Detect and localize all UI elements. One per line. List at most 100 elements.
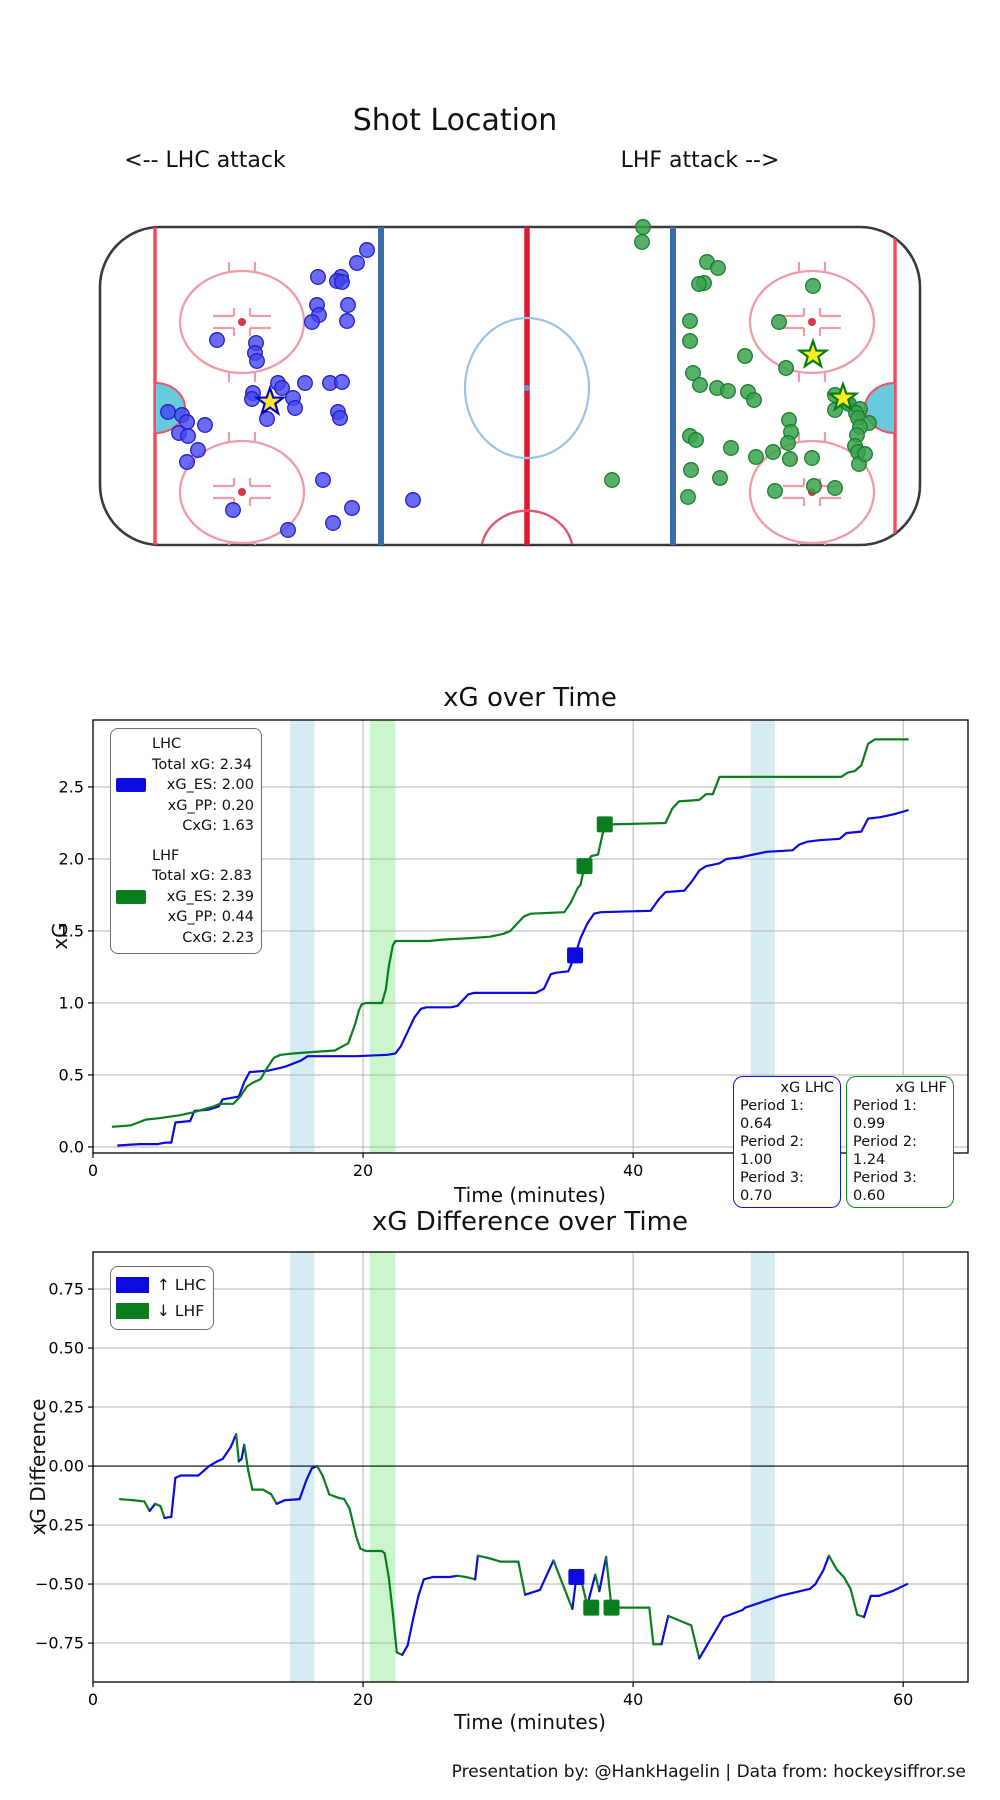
legend-row: ↑ LHC [116, 1272, 206, 1298]
powerplay-band [369, 1252, 396, 1682]
legend-line: xG_ES: 2.00 [166, 777, 254, 794]
period-box-title: xG LHF [895, 1080, 947, 1096]
legend-color-swatch [116, 778, 146, 793]
lhc-goal-star [253, 384, 287, 417]
legend-row: LHC [116, 734, 254, 755]
period-value: Period 3: 0.60 [853, 1170, 917, 1204]
legend-color-swatch [116, 1303, 149, 1319]
diff-chart-legend: ↑ LHC ↓ LHF [110, 1266, 214, 1330]
y-tick-label: 0.0 [59, 1137, 84, 1156]
y-tick-label: 1.5 [59, 921, 84, 940]
lhf-goal-star [796, 337, 830, 370]
lhc-attack-label: <-- LHC attack [124, 148, 286, 173]
y-tick-label: 2.0 [59, 849, 84, 868]
xg-chart-legend: LHC Total xG: 2.34 xG_ES: 2.00 xG_PP: 0.20 C… [110, 728, 262, 954]
y-tick-label: 0.25 [48, 1398, 84, 1417]
legend-line: xG_PP: 0.20 [167, 797, 254, 814]
xg-chart-xlabel: Time (minutes) [454, 1183, 606, 1207]
legend-line: xG_ES: 2.39 [166, 888, 254, 905]
powerplay-band [750, 1252, 775, 1682]
xg-chart-title: xG over Time [443, 683, 617, 713]
goal-stars [253, 337, 860, 417]
legend-row: xG_ES: 2.00 [116, 775, 254, 796]
x-tick-label: 40 [623, 1690, 643, 1709]
period-box-xg-lhf: xG LHF Period 1: 0.99 Period 2: 1.24 Period… [846, 1076, 954, 1208]
diff-chart-xlabel: Time (minutes) [454, 1710, 606, 1734]
period-box-title: xG LHC [780, 1080, 834, 1096]
legend-gap [116, 837, 254, 846]
rink [98, 225, 922, 547]
period-value: Period 1: 0.64 [740, 1098, 804, 1132]
x-tick-label: 0 [88, 1161, 98, 1180]
y-tick-label: −0.50 [35, 1575, 84, 1594]
x-tick-label: 0 [88, 1690, 98, 1709]
y-tick-label: −0.75 [35, 1634, 84, 1653]
y-tick-label: 1.0 [59, 993, 84, 1012]
x-tick-label: 60 [893, 1690, 913, 1709]
rink-boards [98, 225, 922, 547]
credit-footer: Presentation by: @HankHagelin | Data fro… [451, 1762, 966, 1782]
legend-row: xG_PP: 0.20 [116, 796, 254, 817]
referee-crease [480, 509, 574, 545]
goal-marker [596, 816, 613, 833]
legend-color-swatch [116, 1277, 149, 1293]
goal-marker [583, 1599, 600, 1616]
legend-row: xG_ES: 2.39 [116, 887, 254, 908]
faceoff-circle [178, 432, 306, 545]
period-box-xg-lhc: xG LHC Period 1: 0.64 Period 2: 1.00 Period… [733, 1076, 841, 1208]
legend-line: LHF [152, 847, 180, 864]
y-tick-label: 0.5 [59, 1065, 84, 1084]
legend-line: Total xG: 2.83 [152, 868, 253, 885]
legend-line: LHC [152, 736, 182, 753]
y-tick-label: −0.25 [35, 1516, 84, 1535]
lhf-goal-star [826, 380, 860, 413]
lhc-shot-dots [160, 242, 421, 538]
legend-row: xG_PP: 0.44 [116, 907, 254, 928]
y-tick-label: 0.75 [48, 1280, 84, 1299]
legend-line: ↑ LHC [156, 1276, 207, 1294]
goal-marker [603, 1599, 620, 1616]
period-value: Period 2: 1.00 [740, 1134, 804, 1168]
y-tick-label: 0.50 [48, 1339, 84, 1358]
powerplay-band [290, 720, 315, 1153]
legend-row: CxG: 2.23 [116, 928, 254, 949]
goal-marker [567, 947, 584, 964]
x-tick-label: 20 [353, 1690, 373, 1709]
lhf-attack-label: LHF attack --> [620, 148, 780, 173]
x-tick-label: 40 [623, 1161, 643, 1180]
legend-row: CxG: 1.63 [116, 816, 254, 837]
diff-chart-ylabel: xG Difference [26, 1398, 50, 1536]
xg-difference-chart: 0.75 0.50 0.25 0.00 −0.25 −0.50 −0.75 0 20 40 60 [35, 1251, 969, 1709]
legend-line: xG_PP: 0.44 [167, 909, 254, 926]
powerplay-band [369, 720, 396, 1153]
faceoff-circle [178, 262, 306, 382]
legend-row: Total xG: 2.34 [116, 755, 254, 776]
x-tick-label: 20 [353, 1161, 373, 1180]
legend-line: CxG: 1.63 [182, 818, 254, 835]
legend-swatch-cell [116, 778, 152, 793]
legend-color-swatch [116, 889, 146, 904]
legend-row: ↓ LHF [116, 1298, 206, 1324]
legend-row: Total xG: 2.83 [116, 866, 254, 887]
legend-line: CxG: 2.23 [182, 929, 254, 946]
series-LHF [111, 738, 909, 1128]
goal-marker [568, 1568, 585, 1585]
goal-marker [576, 858, 593, 875]
shot-location-title: Shot Location [352, 103, 558, 138]
y-tick-label: 0.00 [48, 1457, 84, 1476]
powerplay-band [290, 1252, 315, 1682]
series-LHC [117, 808, 909, 1147]
period-value: Period 1: 0.99 [853, 1098, 917, 1132]
diff-chart-title: xG Difference over Time [372, 1207, 688, 1237]
legend-line: Total xG: 2.34 [152, 756, 253, 773]
xg-chart-ylabel: xG [48, 922, 72, 950]
legend-swatch-cell [116, 889, 152, 904]
legend-line: ↓ LHF [157, 1302, 205, 1320]
period-value: Period 2: 1.24 [853, 1134, 917, 1168]
y-tick-label: 2.5 [59, 777, 84, 796]
legend-row: LHF [116, 846, 254, 867]
period-value: Period 3: 0.70 [740, 1170, 804, 1204]
